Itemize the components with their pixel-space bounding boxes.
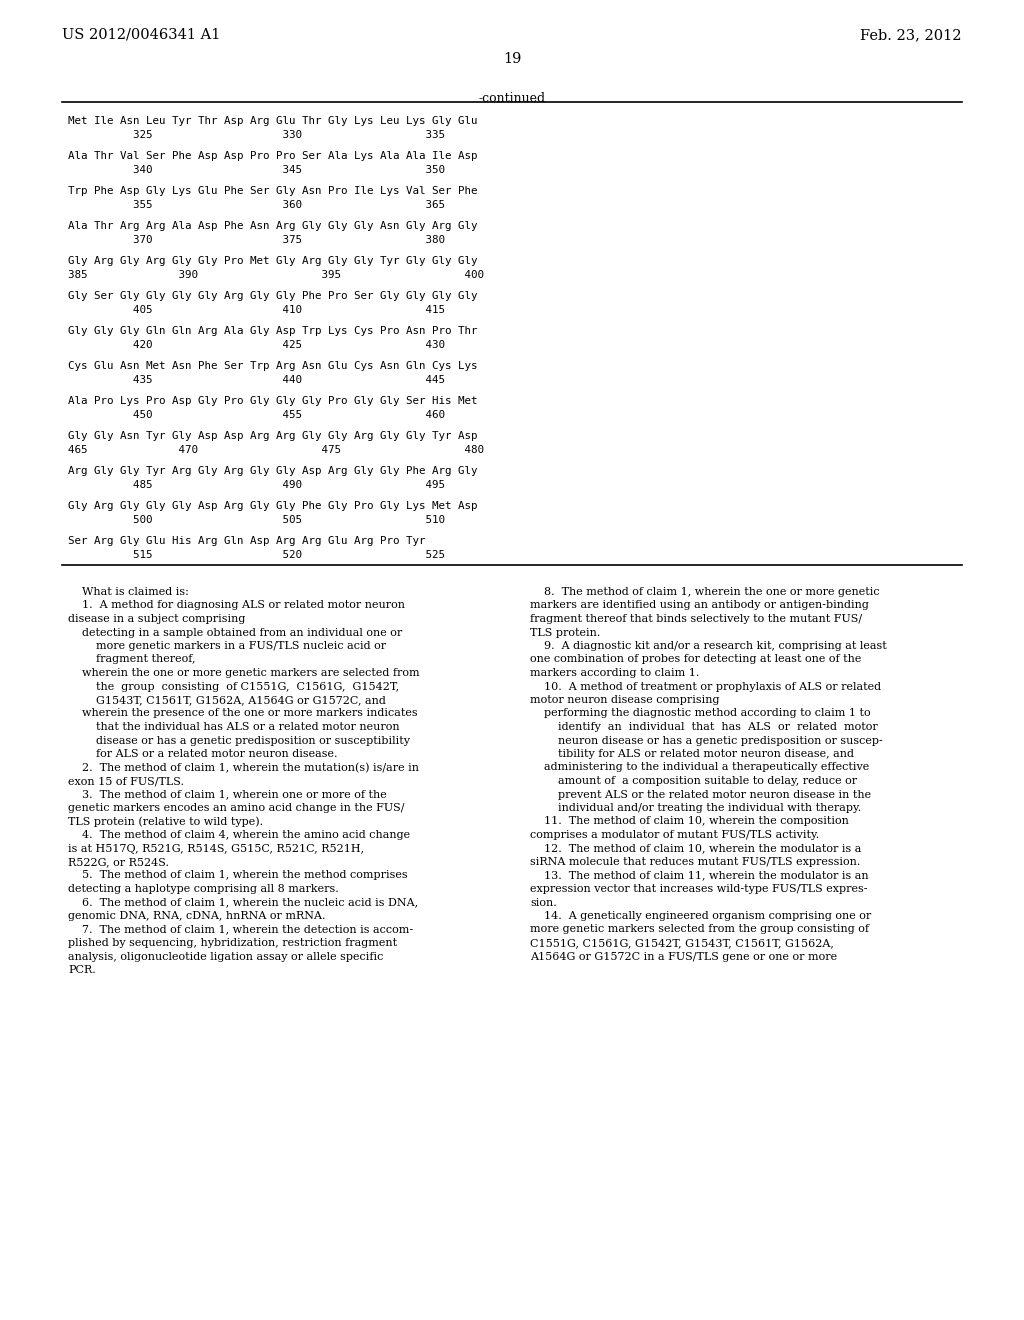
Text: Feb. 23, 2012: Feb. 23, 2012 — [860, 28, 962, 42]
Text: 325                    330                   335: 325 330 335 — [68, 129, 445, 140]
Text: 355                    360                   365: 355 360 365 — [68, 201, 445, 210]
Text: disease in a subject comprising: disease in a subject comprising — [68, 614, 246, 624]
Text: 9.  A diagnostic kit and/or a research kit, comprising at least: 9. A diagnostic kit and/or a research ki… — [530, 642, 887, 651]
Text: tibility for ALS or related motor neuron disease, and: tibility for ALS or related motor neuron… — [530, 748, 854, 759]
Text: exon 15 of FUS/TLS.: exon 15 of FUS/TLS. — [68, 776, 184, 785]
Text: Met Ile Asn Leu Tyr Thr Asp Arg Glu Thr Gly Lys Leu Lys Gly Glu: Met Ile Asn Leu Tyr Thr Asp Arg Glu Thr … — [68, 116, 477, 125]
Text: genetic markers encodes an amino acid change in the FUS/: genetic markers encodes an amino acid ch… — [68, 803, 404, 813]
Text: 485                    490                   495: 485 490 495 — [68, 480, 445, 490]
Text: performing the diagnostic method according to claim 1 to: performing the diagnostic method accordi… — [530, 709, 870, 718]
Text: markers are identified using an antibody or antigen-binding: markers are identified using an antibody… — [530, 601, 869, 610]
Text: prevent ALS or the related motor neuron disease in the: prevent ALS or the related motor neuron … — [530, 789, 871, 800]
Text: that the individual has ALS or a related motor neuron: that the individual has ALS or a related… — [68, 722, 399, 733]
Text: 405                    410                   415: 405 410 415 — [68, 305, 445, 315]
Text: 5.  The method of claim 1, wherein the method comprises: 5. The method of claim 1, wherein the me… — [68, 870, 408, 880]
Text: 13.  The method of claim 11, wherein the modulator is an: 13. The method of claim 11, wherein the … — [530, 870, 868, 880]
Text: 2.  The method of claim 1, wherein the mutation(s) is/are in: 2. The method of claim 1, wherein the mu… — [68, 763, 419, 772]
Text: detecting in a sample obtained from an individual one or: detecting in a sample obtained from an i… — [68, 627, 402, 638]
Text: Arg Gly Gly Tyr Arg Gly Arg Gly Gly Asp Arg Gly Gly Phe Arg Gly: Arg Gly Gly Tyr Arg Gly Arg Gly Gly Asp … — [68, 466, 477, 477]
Text: R522G, or R524S.: R522G, or R524S. — [68, 857, 169, 867]
Text: Gly Gly Asn Tyr Gly Asp Asp Arg Arg Gly Gly Arg Gly Gly Tyr Asp: Gly Gly Asn Tyr Gly Asp Asp Arg Arg Gly … — [68, 432, 477, 441]
Text: plished by sequencing, hybridization, restriction fragment: plished by sequencing, hybridization, re… — [68, 939, 397, 948]
Text: What is claimed is:: What is claimed is: — [68, 587, 188, 597]
Text: analysis, oligonucleotide ligation assay or allele specific: analysis, oligonucleotide ligation assay… — [68, 952, 383, 961]
Text: is at H517Q, R521G, R514S, G515C, R521C, R521H,: is at H517Q, R521G, R514S, G515C, R521C,… — [68, 843, 365, 854]
Text: 435                    440                   445: 435 440 445 — [68, 375, 445, 385]
Text: comprises a modulator of mutant FUS/TLS activity.: comprises a modulator of mutant FUS/TLS … — [530, 830, 819, 840]
Text: fragment thereof,: fragment thereof, — [68, 655, 196, 664]
Text: more genetic markers in a FUS/TLS nucleic acid or: more genetic markers in a FUS/TLS nuclei… — [68, 642, 386, 651]
Text: wherein the one or more genetic markers are selected from: wherein the one or more genetic markers … — [68, 668, 420, 678]
Text: detecting a haplotype comprising all 8 markers.: detecting a haplotype comprising all 8 m… — [68, 884, 339, 894]
Text: A1564G or G1572C in a FUS/TLS gene or one or more: A1564G or G1572C in a FUS/TLS gene or on… — [530, 952, 838, 961]
Text: markers according to claim 1.: markers according to claim 1. — [530, 668, 699, 678]
Text: Trp Phe Asp Gly Lys Glu Phe Ser Gly Asn Pro Ile Lys Val Ser Phe: Trp Phe Asp Gly Lys Glu Phe Ser Gly Asn … — [68, 186, 477, 195]
Text: C1551G, C1561G, G1542T, G1543T, C1561T, G1562A,: C1551G, C1561G, G1542T, G1543T, C1561T, … — [530, 939, 834, 948]
Text: fragment thereof that binds selectively to the mutant FUS/: fragment thereof that binds selectively … — [530, 614, 862, 624]
Text: identify  an  individual  that  has  ALS  or  related  motor: identify an individual that has ALS or r… — [530, 722, 878, 733]
Text: 7.  The method of claim 1, wherein the detection is accom-: 7. The method of claim 1, wherein the de… — [68, 924, 413, 935]
Text: Gly Ser Gly Gly Gly Gly Arg Gly Gly Phe Pro Ser Gly Gly Gly Gly: Gly Ser Gly Gly Gly Gly Arg Gly Gly Phe … — [68, 290, 477, 301]
Text: Ala Pro Lys Pro Asp Gly Pro Gly Gly Gly Pro Gly Gly Ser His Met: Ala Pro Lys Pro Asp Gly Pro Gly Gly Gly … — [68, 396, 477, 407]
Text: 12.  The method of claim 10, wherein the modulator is a: 12. The method of claim 10, wherein the … — [530, 843, 861, 854]
Text: TLS protein.: TLS protein. — [530, 627, 600, 638]
Text: neuron disease or has a genetic predisposition or suscep-: neuron disease or has a genetic predispo… — [530, 735, 883, 746]
Text: for ALS or a related motor neuron disease.: for ALS or a related motor neuron diseas… — [68, 748, 338, 759]
Text: PCR.: PCR. — [68, 965, 96, 975]
Text: expression vector that increases wild-type FUS/TLS expres-: expression vector that increases wild-ty… — [530, 884, 867, 894]
Text: 450                    455                   460: 450 455 460 — [68, 411, 445, 420]
Text: Gly Arg Gly Arg Gly Gly Pro Met Gly Arg Gly Gly Tyr Gly Gly Gly: Gly Arg Gly Arg Gly Gly Pro Met Gly Arg … — [68, 256, 477, 267]
Text: sion.: sion. — [530, 898, 557, 908]
Text: one combination of probes for detecting at least one of the: one combination of probes for detecting … — [530, 655, 861, 664]
Text: the  group  consisting  of C1551G,  C1561G,  G1542T,: the group consisting of C1551G, C1561G, … — [68, 681, 399, 692]
Text: 500                    505                   510: 500 505 510 — [68, 515, 445, 525]
Text: Ala Thr Val Ser Phe Asp Asp Pro Pro Ser Ala Lys Ala Ala Ile Asp: Ala Thr Val Ser Phe Asp Asp Pro Pro Ser … — [68, 150, 477, 161]
Text: 4.  The method of claim 4, wherein the amino acid change: 4. The method of claim 4, wherein the am… — [68, 830, 411, 840]
Text: siRNA molecule that reduces mutant FUS/TLS expression.: siRNA molecule that reduces mutant FUS/T… — [530, 857, 860, 867]
Text: Gly Arg Gly Gly Gly Asp Arg Gly Gly Phe Gly Pro Gly Lys Met Asp: Gly Arg Gly Gly Gly Asp Arg Gly Gly Phe … — [68, 502, 477, 511]
Text: more genetic markers selected from the group consisting of: more genetic markers selected from the g… — [530, 924, 869, 935]
Text: Ser Arg Gly Glu His Arg Gln Asp Arg Arg Glu Arg Pro Tyr: Ser Arg Gly Glu His Arg Gln Asp Arg Arg … — [68, 536, 426, 546]
Text: US 2012/0046341 A1: US 2012/0046341 A1 — [62, 28, 220, 42]
Text: 340                    345                   350: 340 345 350 — [68, 165, 445, 176]
Text: motor neuron disease comprising: motor neuron disease comprising — [530, 696, 720, 705]
Text: TLS protein (relative to wild type).: TLS protein (relative to wild type). — [68, 817, 263, 828]
Text: Ala Thr Arg Arg Ala Asp Phe Asn Arg Gly Gly Gly Asn Gly Arg Gly: Ala Thr Arg Arg Ala Asp Phe Asn Arg Gly … — [68, 220, 477, 231]
Text: amount of  a composition suitable to delay, reduce or: amount of a composition suitable to dela… — [530, 776, 857, 785]
Text: disease or has a genetic predisposition or susceptibility: disease or has a genetic predisposition … — [68, 735, 410, 746]
Text: Gly Gly Gly Gln Gln Arg Ala Gly Asp Trp Lys Cys Pro Asn Pro Thr: Gly Gly Gly Gln Gln Arg Ala Gly Asp Trp … — [68, 326, 477, 337]
Text: genomic DNA, RNA, cDNA, hnRNA or mRNA.: genomic DNA, RNA, cDNA, hnRNA or mRNA. — [68, 911, 326, 921]
Text: 11.  The method of claim 10, wherein the composition: 11. The method of claim 10, wherein the … — [530, 817, 849, 826]
Text: -continued: -continued — [478, 92, 546, 106]
Text: 515                    520                   525: 515 520 525 — [68, 550, 445, 560]
Text: 6.  The method of claim 1, wherein the nucleic acid is DNA,: 6. The method of claim 1, wherein the nu… — [68, 898, 418, 908]
Text: 19: 19 — [503, 51, 521, 66]
Text: 14.  A genetically engineered organism comprising one or: 14. A genetically engineered organism co… — [530, 911, 871, 921]
Text: 385              390                   395                   400: 385 390 395 400 — [68, 271, 484, 280]
Text: G1543T, C1561T, G1562A, A1564G or G1572C, and: G1543T, C1561T, G1562A, A1564G or G1572C… — [68, 696, 386, 705]
Text: 420                    425                   430: 420 425 430 — [68, 341, 445, 350]
Text: Cys Glu Asn Met Asn Phe Ser Trp Arg Asn Glu Cys Asn Gln Cys Lys: Cys Glu Asn Met Asn Phe Ser Trp Arg Asn … — [68, 360, 477, 371]
Text: 10.  A method of treatment or prophylaxis of ALS or related: 10. A method of treatment or prophylaxis… — [530, 681, 881, 692]
Text: 1.  A method for diagnosing ALS or related motor neuron: 1. A method for diagnosing ALS or relate… — [68, 601, 406, 610]
Text: individual and/or treating the individual with therapy.: individual and/or treating the individua… — [530, 803, 861, 813]
Text: 8.  The method of claim 1, wherein the one or more genetic: 8. The method of claim 1, wherein the on… — [530, 587, 880, 597]
Text: administering to the individual a therapeutically effective: administering to the individual a therap… — [530, 763, 869, 772]
Text: 465              470                   475                   480: 465 470 475 480 — [68, 445, 484, 455]
Text: 370                    375                   380: 370 375 380 — [68, 235, 445, 246]
Text: wherein the presence of the one or more markers indicates: wherein the presence of the one or more … — [68, 709, 418, 718]
Text: 3.  The method of claim 1, wherein one or more of the: 3. The method of claim 1, wherein one or… — [68, 789, 387, 800]
